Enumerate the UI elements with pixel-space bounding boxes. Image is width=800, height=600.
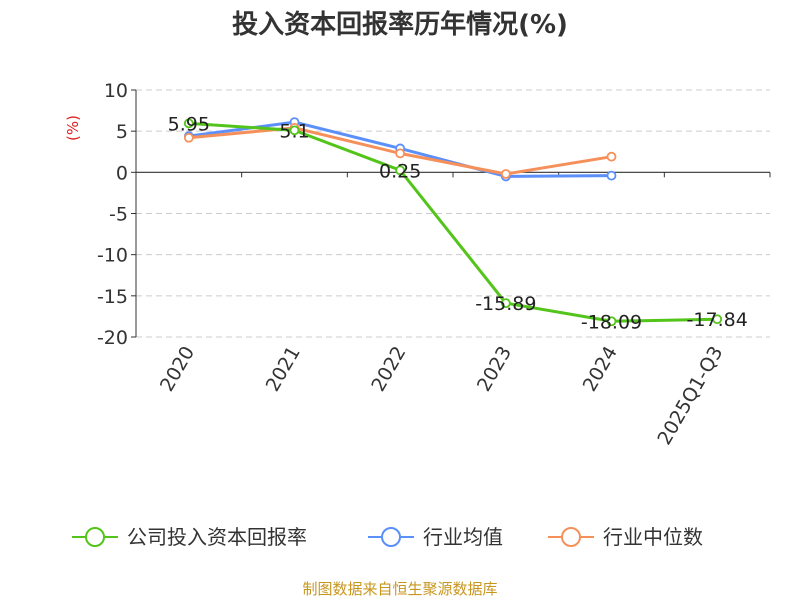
x-tick-label: 2024	[579, 343, 622, 396]
data-label: 5.95	[168, 113, 210, 135]
legend-swatch-marker	[561, 527, 581, 547]
y-tick-label: -20	[97, 327, 128, 349]
data-point[interactable]	[183, 132, 194, 143]
data-point[interactable]	[606, 170, 617, 181]
legend-swatch-marker	[381, 527, 401, 547]
data-label: -15.89	[475, 293, 536, 315]
series-lines	[183, 117, 723, 327]
legend-item[interactable]: 行业中位数	[548, 525, 703, 549]
data-label: -17.84	[687, 309, 748, 331]
source-note: 制图数据来自恒生聚源数据库	[302, 580, 497, 598]
y-axis-unit: (%)	[64, 115, 82, 141]
data-point[interactable]	[395, 165, 406, 176]
y-tick-label: -10	[97, 245, 128, 267]
x-tick-label: 2025Q1-Q3	[653, 343, 727, 449]
legend[interactable]: 公司投入资本回报率 行业均值 行业中位数	[72, 525, 703, 549]
legend-swatch-marker	[85, 527, 105, 547]
data-label: -18.09	[581, 311, 642, 333]
data-point[interactable]	[289, 125, 300, 136]
data-point[interactable]	[500, 298, 511, 309]
data-point[interactable]	[606, 151, 617, 162]
data-point[interactable]	[500, 169, 511, 179]
data-point[interactable]	[606, 316, 617, 327]
y-tick-label: -5	[109, 204, 128, 226]
data-label: 0.25	[379, 160, 421, 182]
x-tick-label: 2020	[156, 343, 199, 396]
x-tick-label: 2021	[262, 343, 305, 396]
data-labels: 5.95 5.1 0.25 -15.89 -18.09 -17.84	[168, 113, 748, 333]
legend-label: 行业均值	[423, 525, 503, 549]
data-point[interactable]	[395, 148, 406, 159]
data-label: 5.1	[279, 120, 309, 142]
legend-label: 行业中位数	[603, 525, 703, 549]
legend-item[interactable]: 公司投入资本回报率	[72, 525, 307, 549]
y-tick-label: 5	[116, 121, 128, 143]
chart-title: 投入资本回报率历年情况(%)	[232, 9, 568, 40]
legend-item[interactable]: 行业均值	[368, 525, 503, 549]
y-tick-label: -15	[97, 286, 128, 308]
y-tick-label: 0	[116, 162, 128, 184]
data-point[interactable]	[712, 314, 723, 325]
series-line	[188, 121, 718, 323]
legend-label: 公司投入资本回报率	[127, 525, 307, 549]
data-point[interactable]	[183, 118, 194, 129]
x-tick-label: 2022	[367, 343, 410, 396]
grid-lines	[136, 89, 770, 338]
x-tick-label: 2023	[473, 343, 516, 396]
y-tick-label: 10	[104, 80, 128, 102]
